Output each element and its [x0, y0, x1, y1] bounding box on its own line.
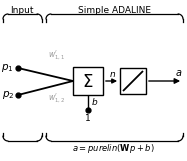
- Bar: [73, 67, 103, 95]
- Text: $w^{\prime}_{1,2}$: $w^{\prime}_{1,2}$: [48, 92, 65, 105]
- Text: $a$: $a$: [175, 68, 182, 78]
- Text: 1: 1: [85, 114, 91, 123]
- Text: $n$: $n$: [110, 70, 117, 79]
- Text: $p_1$: $p_1$: [1, 62, 14, 74]
- Text: $b$: $b$: [91, 96, 98, 107]
- Bar: [120, 68, 146, 94]
- Text: $p_2$: $p_2$: [1, 89, 14, 101]
- Text: $w^{\prime}_{1,1}$: $w^{\prime}_{1,1}$: [48, 49, 65, 62]
- Text: Simple ADALINE: Simple ADALINE: [79, 6, 151, 15]
- Text: $a = purelin(\mathbf{W}p+b)$: $a = purelin(\mathbf{W}p+b)$: [72, 142, 154, 155]
- Text: Input: Input: [10, 6, 34, 15]
- Text: $\Sigma$: $\Sigma$: [82, 73, 94, 91]
